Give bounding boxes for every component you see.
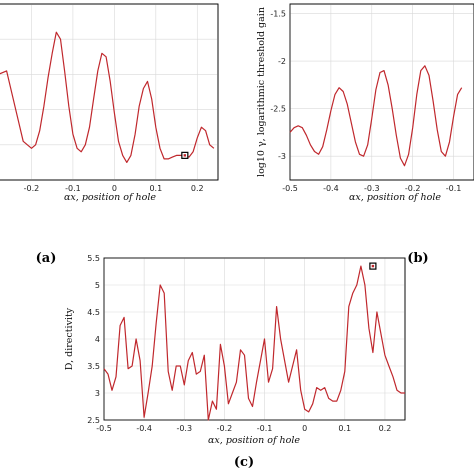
x-tick-label: -0.2 xyxy=(217,424,233,433)
x-tick-label: -0.1 xyxy=(257,424,273,433)
x-tick-label: -0.2 xyxy=(405,184,421,193)
y-tick-label: 3 xyxy=(95,389,100,398)
y-tick-label: -3 xyxy=(278,152,286,161)
y-tick-label: 4 xyxy=(95,335,100,344)
x-tick-label: -0.5 xyxy=(96,424,112,433)
x-tick-label: -0.1 xyxy=(446,184,462,193)
x-axis-label: αx, position of hole xyxy=(349,192,441,203)
x-tick-label: -0.4 xyxy=(136,424,152,433)
panel-label: (a) xyxy=(36,251,57,266)
panel-label: (c) xyxy=(234,455,254,470)
x-axis-label: αx, position of hole xyxy=(64,192,156,203)
max-marker-dot xyxy=(183,154,187,157)
plot-area xyxy=(0,3,219,181)
y-tick-label: -2.5 xyxy=(270,105,286,114)
x-tick-label: 0.1 xyxy=(338,424,351,433)
x-tick-label: -0.1 xyxy=(65,184,81,193)
y-axis-label: D, directivity xyxy=(64,307,75,370)
x-axis-label: αx, position of hole xyxy=(208,435,300,446)
x-tick-label: -0.4 xyxy=(323,184,339,193)
y-tick-label: -1.5 xyxy=(270,10,286,19)
y-tick-label: 5 xyxy=(95,281,100,290)
series-line xyxy=(0,31,215,163)
x-tick-label: -0.5 xyxy=(282,184,298,193)
x-tick-label: -0.3 xyxy=(364,184,380,193)
x-tick-label: -0.3 xyxy=(176,424,192,433)
y-tick-label: 4.5 xyxy=(87,308,100,317)
panel-1: -0.3-0.2-0.100.10.2αx, position of hole(… xyxy=(0,3,219,266)
x-tick-label: 0.1 xyxy=(149,184,162,193)
series-line xyxy=(289,65,463,167)
panel-2: -0.5 -0.4 -0.3 -0.2 -0.1 -1.5 -2 -2.5 -3 αx, posi… xyxy=(256,3,474,266)
plot-border xyxy=(103,257,406,421)
max-marker-dot xyxy=(371,264,375,268)
plot-border xyxy=(0,3,219,181)
y-tick-label: 5.5 xyxy=(87,254,100,263)
plot-border xyxy=(289,3,474,181)
y-axis-label: log10 γ, logarithmic threshold gain xyxy=(256,7,267,177)
series-line xyxy=(103,265,405,421)
x-tick-label: -0.2 xyxy=(24,184,40,193)
panel-3: -0.5 -0.4 -0.3 -0.2 -0.1 0 0.1 0.2 2.5 3 3.5 4 4.5 5 5… xyxy=(64,254,406,470)
y-tick-label: 2.5 xyxy=(87,416,100,425)
y-tick-label: 3.5 xyxy=(87,362,100,371)
x-tick-label: 0 xyxy=(302,424,307,433)
panel-label: (b) xyxy=(407,251,428,266)
y-tick-label: -2 xyxy=(278,57,286,66)
x-tick-label: 0 xyxy=(112,184,117,193)
x-tick-label: 0.2 xyxy=(379,424,392,433)
x-tick-label: 0.2 xyxy=(191,184,204,193)
